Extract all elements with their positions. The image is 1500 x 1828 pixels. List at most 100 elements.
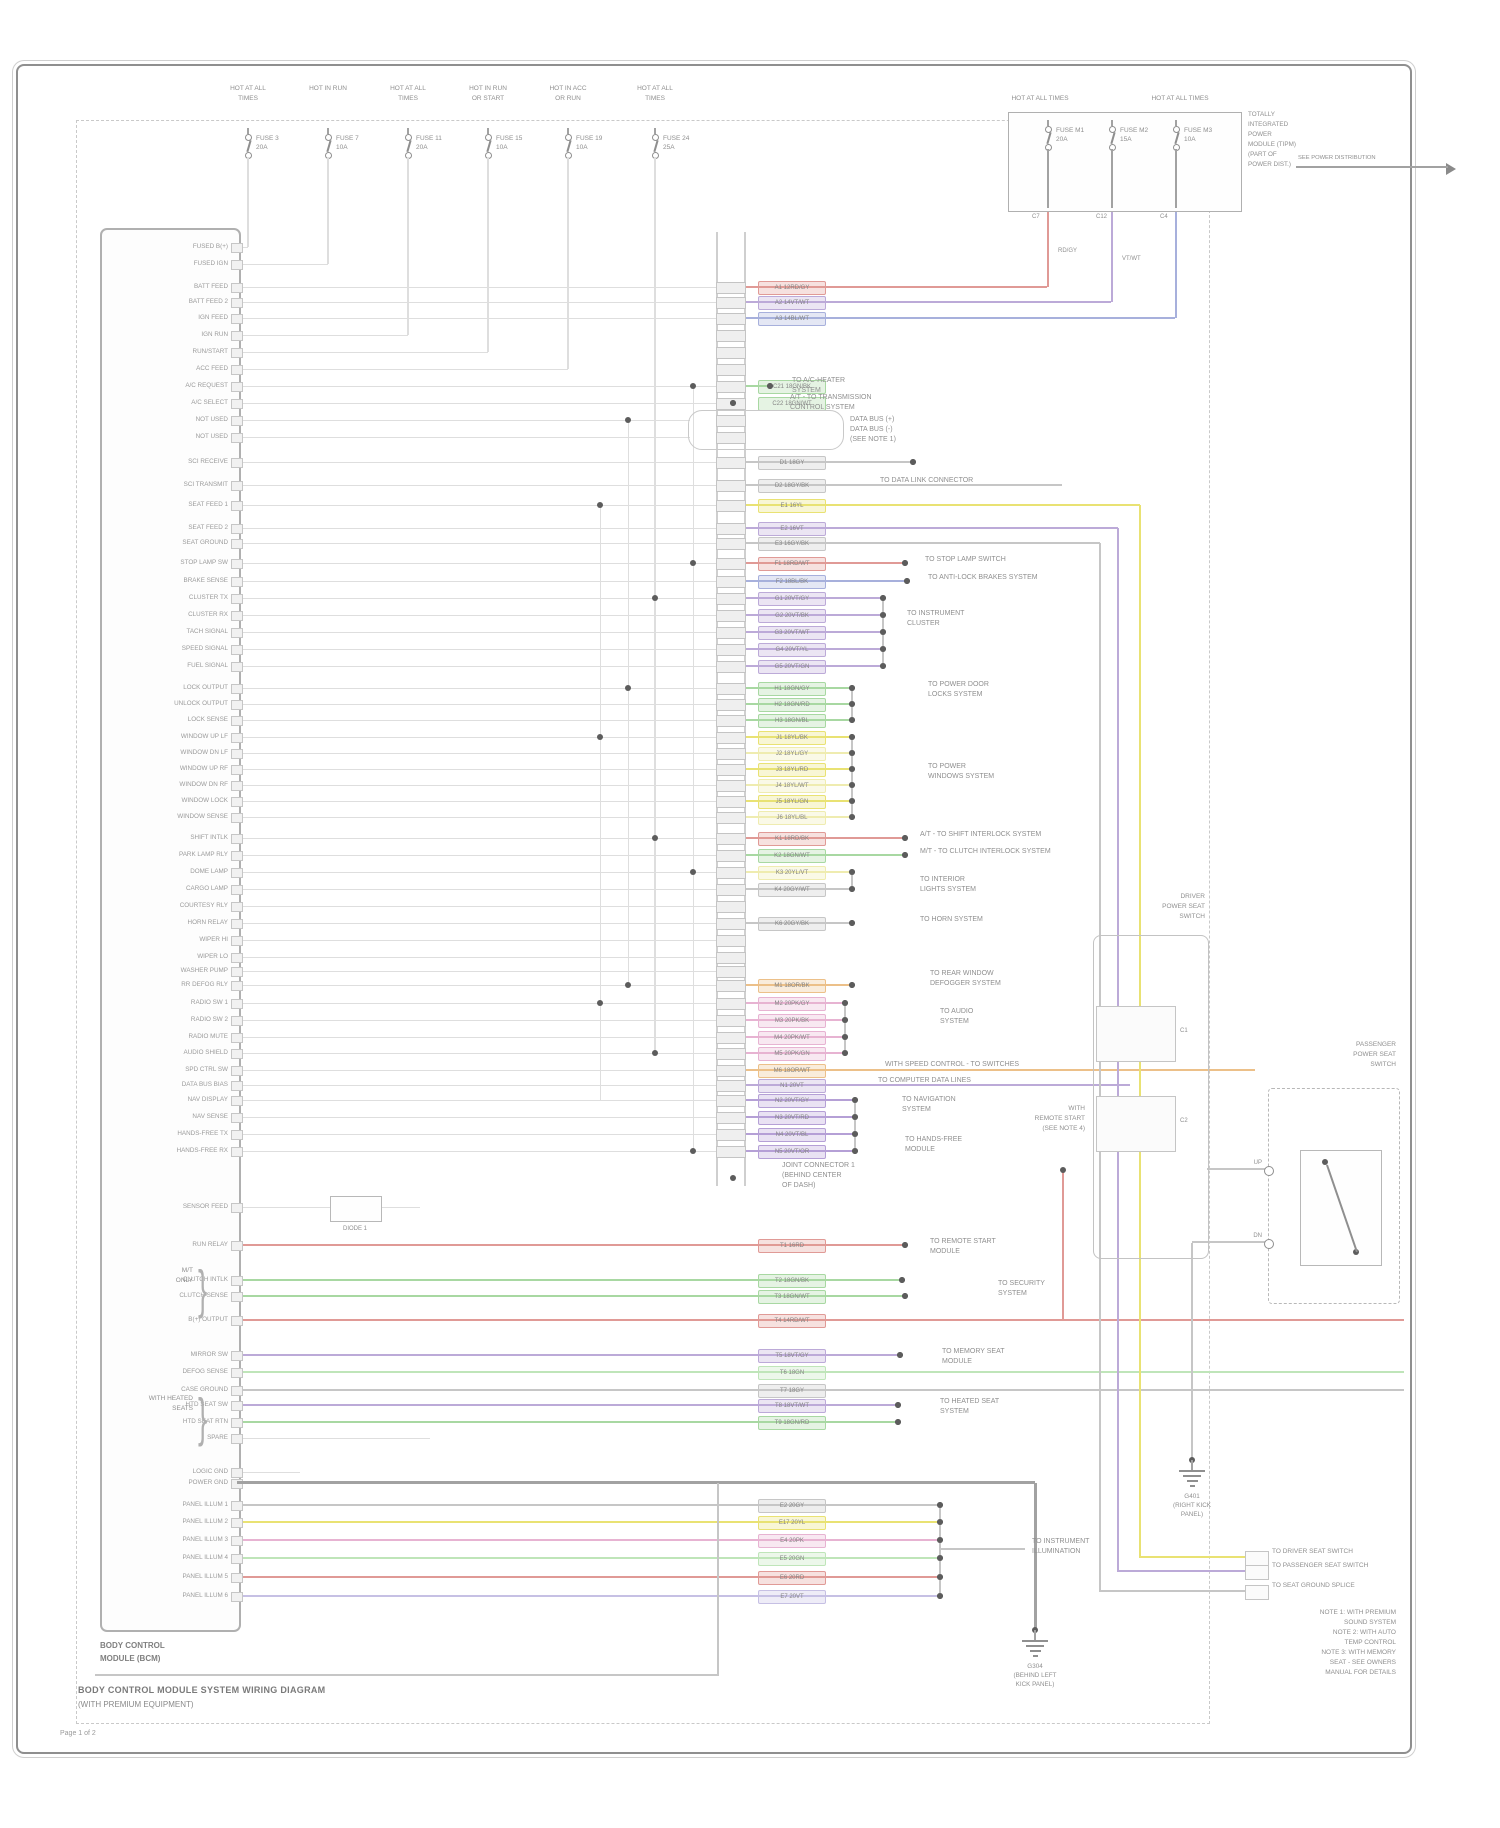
label: G401 [1184,1493,1200,1500]
wire [744,542,1100,544]
label: TO COMPUTER DATA LINES [878,1077,971,1084]
wire [1207,1168,1268,1170]
wire [744,687,851,689]
component-box [1008,112,1242,212]
module-pin-stub [231,1479,243,1489]
label: TO HORN SYSTEM [920,916,983,923]
wire-code-box: M4 20PK/WT [758,1031,826,1045]
wire [407,157,409,335]
wire-code-box: K6 20GY/BK [758,917,826,931]
strip-pin-box [716,297,746,309]
label: WITH SPEED CONTROL - TO SWITCHES [885,1061,1020,1068]
module-pin-stub [231,1536,243,1546]
wire-code-box: T4 14RD/WT [758,1314,826,1328]
wire [744,286,1047,288]
wire [1033,1483,1037,1630]
wire-code-box: K2 18GN/WT [758,849,826,863]
wire [744,1116,854,1118]
module-pin-stub [231,936,243,946]
wire [237,784,716,786]
junction-dot [1322,1159,1328,1165]
label: FUSED IGN [193,260,228,267]
wire [237,527,716,529]
label: OR RUN [555,95,581,102]
wire [237,1133,716,1135]
label: SEAT GROUND [182,539,228,546]
label: SPD CTRL SW [185,1066,228,1073]
strip-pin-box [716,833,746,845]
module-pin-stub [231,733,243,743]
label: FUSE M1 [1056,127,1085,134]
junction-dot [597,734,603,740]
module-pin-stub [231,1592,243,1602]
label: RUN/START [192,348,228,355]
label: NOT USED [195,433,228,440]
junction-dot [880,646,886,652]
label: 15A [1120,136,1132,143]
junction-dot [904,578,910,584]
strip-pin-box [716,415,746,427]
wire [237,614,716,616]
label: RUN RELAY [192,1241,228,1248]
label: (PART OF [1248,151,1277,158]
junction-dot [849,782,855,788]
junction-dot [849,886,855,892]
wire [237,1099,716,1101]
module-pin-stub [231,1434,243,1444]
wire [407,128,409,134]
module-pin-stub [231,1081,243,1091]
wire-code-box: M1 18OR/BK [758,979,826,993]
wire [237,665,716,667]
wire-code-box: F1 18RD/WT [758,557,826,571]
wire [744,614,882,616]
component-box [1093,935,1209,1259]
junction-dot [690,1148,696,1154]
wire [237,1002,716,1004]
module-pin-stub [231,611,243,621]
label: CLUTCH INTLK [182,1276,228,1283]
wire [237,461,716,463]
wire [237,1576,939,1578]
see-power-distribution-arrow-icon [1446,163,1456,175]
strip-pin-box [716,1032,746,1044]
wire-code-box: T1 16RD [758,1239,826,1253]
label: SEE POWER DISTRIBUTION [1298,155,1376,161]
label: (SEE NOTE 4) [1042,1125,1085,1132]
label: TO POWER [928,763,966,770]
strip-pin-box [716,627,746,639]
module-pin-stub [231,1147,243,1157]
diagram-title: BODY CONTROL MODULE SYSTEM WIRING DIAGRA… [78,1685,326,1695]
label: DATA BUS BIAS [181,1081,228,1088]
junction-dot [899,1277,905,1283]
wire [1100,1590,1245,1592]
wire [744,1019,844,1021]
ground-icon [1189,1485,1195,1487]
wire [1191,1460,1193,1470]
label: HTD SEAT RTN [182,1418,228,1425]
diagram-outer-border [16,64,1412,1754]
wire [237,580,716,582]
label: TO PASSENGER SEAT SWITCH [1272,1562,1369,1569]
label: MIRROR SW [190,1351,228,1358]
label: POWER DIST.) [1248,161,1292,168]
junction-dot [849,717,855,723]
label: TO HEATED SEAT [940,1398,1000,1405]
strip-pin-box [716,1112,746,1124]
strip-pin-box [716,812,746,824]
label: PANEL ILLUM 2 [182,1518,229,1525]
label: WINDOW UP RF [179,765,228,772]
wire [237,597,716,599]
ground-icon [1032,1655,1038,1657]
module-pin-stub [231,662,243,672]
wire [487,128,489,134]
component-box [1245,1551,1269,1566]
module-pin-stub [231,1292,243,1302]
label: TO ANTI-LOCK BRAKES SYSTEM [928,574,1038,581]
wire [744,800,851,802]
junction-dot [902,560,908,566]
wire [1175,208,1177,318]
wire [237,1116,716,1118]
label: RR DEFOG RLY [181,981,228,988]
module-pin-stub [231,1351,243,1361]
module-pin-stub [231,1241,243,1251]
